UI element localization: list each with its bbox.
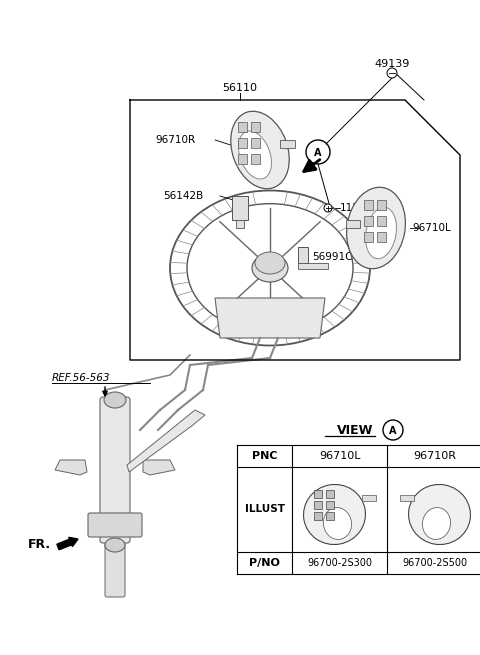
Bar <box>251 138 260 148</box>
Bar <box>364 216 373 226</box>
Bar <box>346 220 360 228</box>
Text: 49139: 49139 <box>374 59 410 69</box>
Bar <box>361 495 375 500</box>
Bar <box>364 200 373 210</box>
Bar <box>325 489 334 498</box>
Ellipse shape <box>231 111 289 189</box>
FancyBboxPatch shape <box>100 397 130 543</box>
Ellipse shape <box>324 508 351 540</box>
Ellipse shape <box>105 538 125 552</box>
Text: 56142B: 56142B <box>163 191 203 201</box>
Text: 96710R: 96710R <box>155 135 195 145</box>
Ellipse shape <box>104 392 126 408</box>
Text: 96710R: 96710R <box>413 451 456 461</box>
Text: 56991C: 56991C <box>312 252 352 262</box>
Text: REF.56-563: REF.56-563 <box>52 373 110 383</box>
Text: ILLUST: ILLUST <box>244 504 285 514</box>
Text: A: A <box>389 426 397 436</box>
Text: PNC: PNC <box>252 451 277 461</box>
Polygon shape <box>55 460 87 475</box>
Text: FR.: FR. <box>28 538 51 552</box>
Text: 96700-2S300: 96700-2S300 <box>307 558 372 568</box>
Bar <box>313 489 322 498</box>
Text: 96700-2S500: 96700-2S500 <box>402 558 467 568</box>
FancyBboxPatch shape <box>105 543 125 597</box>
FancyArrow shape <box>57 537 78 550</box>
Text: 96710L: 96710L <box>319 451 360 461</box>
Ellipse shape <box>255 252 285 274</box>
Bar <box>280 140 295 148</box>
FancyBboxPatch shape <box>88 513 142 537</box>
Bar <box>238 138 247 148</box>
Bar <box>325 500 334 508</box>
Ellipse shape <box>252 254 288 282</box>
Text: VIEW: VIEW <box>337 424 373 436</box>
Bar <box>377 200 386 210</box>
Bar <box>298 247 308 263</box>
Ellipse shape <box>366 207 396 259</box>
Circle shape <box>387 68 397 78</box>
Polygon shape <box>127 410 205 472</box>
Bar <box>251 154 260 164</box>
Ellipse shape <box>422 508 451 540</box>
Ellipse shape <box>347 187 406 269</box>
Bar <box>236 220 244 228</box>
Bar <box>298 263 328 269</box>
Text: 1129DE: 1129DE <box>340 203 381 213</box>
Bar <box>251 122 260 132</box>
Bar <box>232 196 248 220</box>
Text: P/NO: P/NO <box>249 558 280 568</box>
Text: A: A <box>314 148 322 158</box>
Bar <box>313 512 322 519</box>
Ellipse shape <box>303 485 365 544</box>
Bar <box>377 216 386 226</box>
Text: 56110: 56110 <box>223 83 257 93</box>
Bar <box>238 154 247 164</box>
Ellipse shape <box>408 485 470 544</box>
Polygon shape <box>215 298 325 338</box>
Bar <box>313 500 322 508</box>
Bar <box>238 122 247 132</box>
Bar <box>377 232 386 242</box>
Bar <box>399 495 413 500</box>
Text: 96710L: 96710L <box>412 223 451 233</box>
Bar <box>364 232 373 242</box>
Polygon shape <box>143 460 175 475</box>
Ellipse shape <box>239 131 272 179</box>
Bar <box>325 512 334 519</box>
Circle shape <box>324 204 332 212</box>
